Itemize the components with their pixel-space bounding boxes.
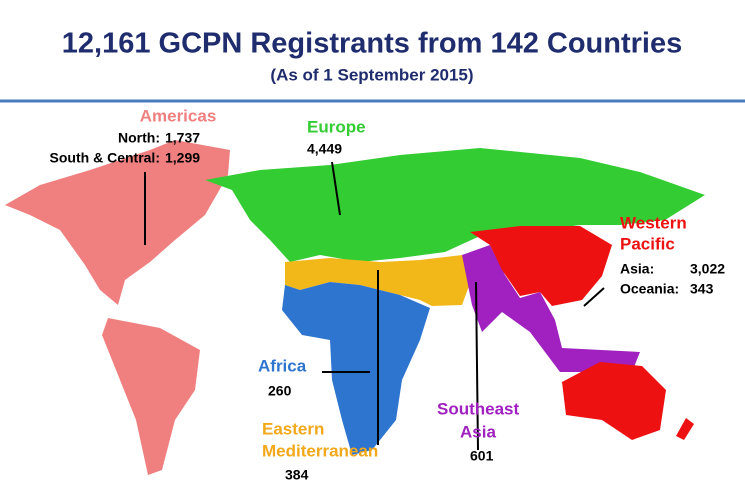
americas-north (5, 140, 230, 305)
region-name: Mediterranean (262, 441, 378, 460)
europe (205, 148, 705, 262)
entry-value: 1,299 (165, 150, 200, 166)
title: 12,161 GCPN Registrants from 142 Countri… (62, 28, 682, 60)
region-name: Africa (258, 356, 307, 375)
region-name: Southeast (437, 399, 520, 418)
subtitle: (As of 1 September 2015) (270, 65, 473, 84)
new-zealand (676, 418, 694, 440)
entry-value: 3,022 (690, 261, 725, 277)
leader-line (583, 287, 605, 307)
region-value: 4,449 (307, 141, 342, 157)
region-name: Western (620, 213, 687, 232)
entry-label: Asia: (620, 261, 654, 277)
western-pacific-asia (470, 226, 612, 306)
region-name: Asia (460, 422, 496, 441)
leader-lines (144, 161, 605, 451)
entry-label: North: (118, 130, 160, 146)
region-name: Pacific (620, 234, 675, 253)
africa (282, 282, 430, 455)
region-name: Eastern (262, 419, 324, 438)
region-value: 601 (470, 448, 494, 464)
region-value: 384 (285, 467, 309, 483)
region-value: 260 (268, 383, 292, 399)
entry-label: Oceania: (620, 281, 679, 297)
region-name: Europe (307, 117, 366, 136)
world-map (5, 140, 705, 475)
entry-label: South & Central: (50, 150, 160, 166)
leader-line (475, 281, 479, 451)
leader-line (331, 161, 341, 216)
southeast-asia (462, 245, 640, 372)
western-pacific-oceania (562, 362, 666, 440)
entry-value: 343 (690, 281, 714, 297)
region-name: Americas (140, 106, 217, 125)
americas-south (102, 318, 200, 475)
entry-value: 1,737 (165, 130, 200, 146)
